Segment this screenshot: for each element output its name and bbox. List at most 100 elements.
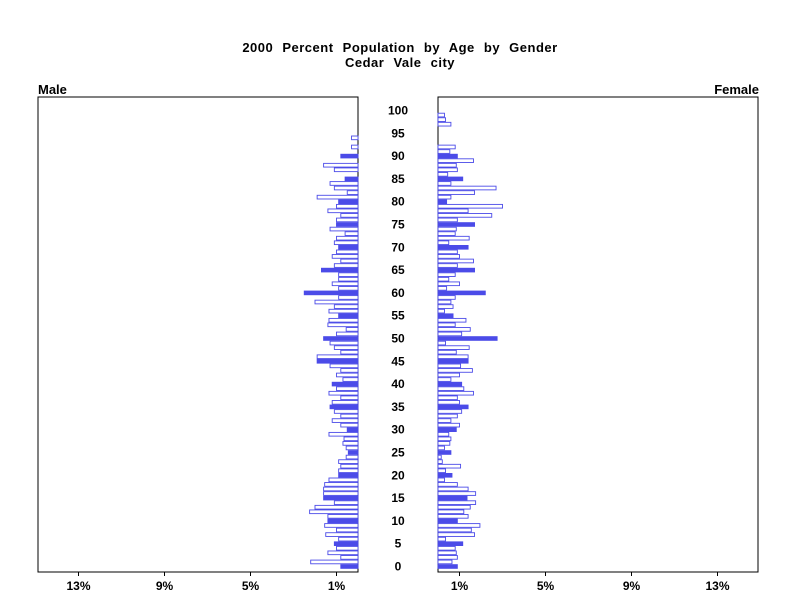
bar-female-age-34 xyxy=(437,409,463,414)
bar-male-age-47 xyxy=(340,349,359,355)
bar-male-age-75 xyxy=(336,222,359,227)
bar-male-age-22 xyxy=(340,463,359,469)
bar-female-age-56 xyxy=(437,308,445,314)
bar-female-age-44 xyxy=(437,363,462,369)
bar-female-age-47 xyxy=(437,349,457,355)
bar-male-age-66 xyxy=(333,263,359,268)
age-label-40: 40 xyxy=(391,377,405,391)
bar-male-age-36 xyxy=(331,400,359,405)
age-label-30: 30 xyxy=(391,423,405,437)
bar-male-age-78 xyxy=(327,208,359,214)
male-axis-label: Male xyxy=(38,82,67,97)
bar-female-age-69 xyxy=(437,249,458,255)
bar-female-age-80 xyxy=(437,199,448,205)
bar-male-age-5 xyxy=(333,541,359,546)
bar-female-age-61 xyxy=(437,286,448,291)
bar-male-age-12 xyxy=(309,509,359,515)
bar-female-age-65 xyxy=(437,267,475,273)
bar-female-age-3 xyxy=(437,550,457,556)
bar-male-age-73 xyxy=(344,231,359,236)
bar-male-age-60 xyxy=(303,290,359,296)
bar-female-age-1 xyxy=(437,559,453,565)
bar-female-age-70 xyxy=(437,244,469,250)
age-label-75: 75 xyxy=(391,218,405,232)
bar-male-age-67 xyxy=(340,258,359,264)
bar-male-age-8 xyxy=(336,527,359,533)
bar-female-age-37 xyxy=(437,395,458,401)
bar-female-age-98 xyxy=(437,117,446,122)
bar-male-age-52 xyxy=(345,327,359,332)
bar-male-age-28 xyxy=(343,436,359,442)
bar-female-age-73 xyxy=(437,231,456,236)
bar-male-age-39 xyxy=(336,386,359,391)
age-label-45: 45 xyxy=(391,354,405,368)
bar-female-age-99 xyxy=(437,112,445,118)
bar-female-age-59 xyxy=(437,295,456,300)
female-axis-tick-label-5: 5% xyxy=(537,579,555,593)
age-label-60: 60 xyxy=(391,286,405,300)
bar-female-age-60 xyxy=(437,290,486,296)
bar-male-age-42 xyxy=(336,372,359,378)
bar-male-age-48 xyxy=(333,345,359,350)
bar-male-age-88 xyxy=(323,162,359,168)
age-label-35: 35 xyxy=(391,400,405,414)
age-label-100: 100 xyxy=(388,104,408,118)
bar-male-age-61 xyxy=(338,286,359,291)
bar-female-age-21 xyxy=(437,468,446,474)
bar-female-age-90 xyxy=(437,153,458,159)
bar-female-age-52 xyxy=(437,327,471,332)
age-label-0: 0 xyxy=(395,560,402,574)
age-label-5: 5 xyxy=(395,537,402,551)
bar-female-age-40 xyxy=(437,381,463,387)
bar-male-age-18 xyxy=(324,482,359,487)
bar-female-age-62 xyxy=(437,281,460,287)
bar-male-age-56 xyxy=(328,308,359,314)
age-label-25: 25 xyxy=(391,446,405,460)
bar-female-age-51 xyxy=(437,331,463,337)
bar-male-age-2 xyxy=(340,555,359,560)
bar-male-age-16 xyxy=(323,491,359,496)
bar-male-age-35 xyxy=(329,404,359,410)
bar-male-age-15 xyxy=(323,495,359,501)
bar-female-age-68 xyxy=(437,254,460,259)
bar-female-age-50 xyxy=(437,336,498,341)
bar-female-age-54 xyxy=(437,317,467,323)
bar-male-age-17 xyxy=(323,486,359,492)
bar-male-age-87 xyxy=(333,167,359,173)
bar-female-age-49 xyxy=(437,340,446,346)
bar-male-age-84 xyxy=(329,181,359,186)
bar-female-age-0 xyxy=(437,564,458,569)
bar-female-age-82 xyxy=(437,190,475,195)
bar-male-age-33 xyxy=(340,413,359,419)
bar-female-age-13 xyxy=(437,504,471,510)
bar-male-age-34 xyxy=(333,409,359,414)
bar-female-age-38 xyxy=(437,390,474,396)
bar-male-age-27 xyxy=(342,441,359,446)
bar-female-age-63 xyxy=(437,276,450,282)
bar-female-age-46 xyxy=(437,354,469,360)
bar-male-age-68 xyxy=(331,254,359,259)
bar-female-age-29 xyxy=(437,431,450,437)
bar-male-age-1 xyxy=(310,559,359,565)
age-label-85: 85 xyxy=(391,172,405,186)
male-axis-tick-label-13: 13% xyxy=(66,579,90,593)
male-axis-tick-label-1: 1% xyxy=(328,579,346,593)
bar-male-age-25 xyxy=(347,450,359,455)
bar-female-age-25 xyxy=(437,450,452,455)
bar-female-age-4 xyxy=(437,545,456,551)
bar-female-age-9 xyxy=(437,523,481,528)
bar-female-age-16 xyxy=(437,491,477,496)
bar-female-age-97 xyxy=(437,121,452,127)
bar-male-age-13 xyxy=(314,504,359,510)
bar-female-age-27 xyxy=(437,441,451,446)
bar-male-age-38 xyxy=(328,390,359,396)
bar-male-age-41 xyxy=(342,377,359,382)
bar-male-age-72 xyxy=(336,235,359,241)
bar-female-age-79 xyxy=(437,203,503,209)
bar-female-age-43 xyxy=(437,368,473,373)
bar-female-age-15 xyxy=(437,495,468,501)
bar-female-age-10 xyxy=(437,518,458,524)
male-panel-frame xyxy=(37,96,359,573)
bar-male-age-11 xyxy=(327,514,359,519)
